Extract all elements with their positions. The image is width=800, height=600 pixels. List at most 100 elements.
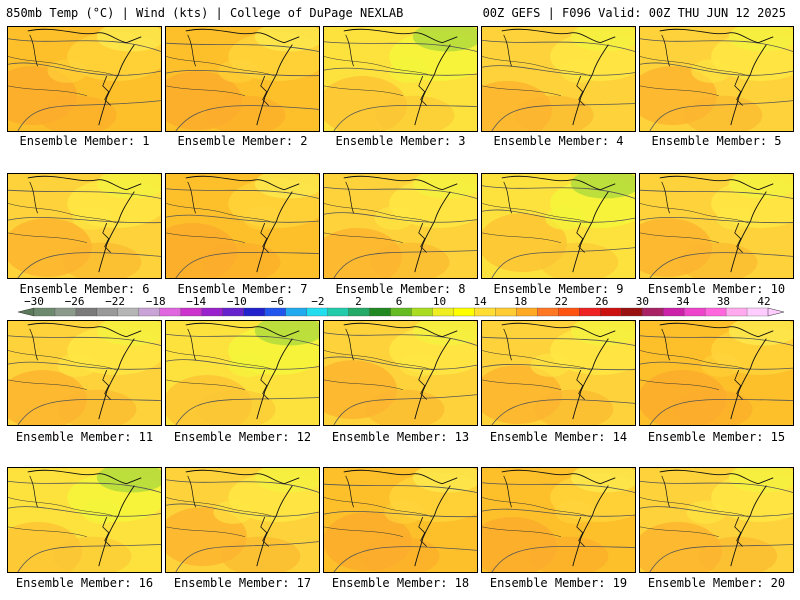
colorbar-swatch [348,307,370,317]
colorbar-swatch [201,307,224,317]
colorbar-swatch [327,307,350,317]
colorbar-swatch [75,307,98,317]
ensemble-member-map [165,467,320,573]
colorbar-swatch [579,307,601,317]
ensemble-member-map [323,173,478,279]
temperature-field [324,468,477,572]
colorbar-low-arrow [17,307,35,317]
colorbar-tick-label: 22 [555,295,568,308]
map-title: 850mb Temp (°C) | Wind (kts) | College o… [6,6,404,20]
ensemble-member-label: Ensemble Member: 9 [493,282,624,296]
colorbar-swatch [411,307,433,317]
colorbar-tick-label: −14 [186,295,206,308]
temperature-field [8,468,161,572]
colorbar-tick-label: −18 [146,295,166,308]
colorbar-tick-label: 30 [636,295,649,308]
temperature-field [640,174,793,278]
colorbar-swatch [621,307,643,317]
colorbar-swatch [285,307,308,317]
colorbar-swatch [474,307,496,317]
colorbar-swatch [725,307,748,317]
ensemble-member-map [323,26,478,132]
colorbar-tick-label: −10 [227,295,247,308]
colorbar-tick-label: −6 [271,295,284,308]
ensemble-member-label: Ensemble Member: 19 [489,576,628,590]
colorbar-swatch [306,307,329,317]
ensemble-member-label: Ensemble Member: 7 [177,282,308,296]
colorbar-swatch [516,307,538,317]
temperature-field [482,321,635,425]
colorbar-swatch [453,307,475,317]
ensemble-member-label: Ensemble Member: 6 [19,282,150,296]
colorbar-swatch [222,307,245,317]
colorbar-swatch [746,307,769,317]
ensemble-member-label: Ensemble Member: 20 [647,576,786,590]
ensemble-member-map [639,173,794,279]
temperature-field [640,468,793,572]
colorbar-tick-label: 26 [595,295,608,308]
colorbar-tick-label: −26 [65,295,85,308]
colorbar-tick-label: 2 [355,295,362,308]
temperature-field [166,321,319,425]
colorbar-tick-label: 10 [433,295,446,308]
temperature-field [482,468,635,572]
ensemble-member-map [7,467,162,573]
colorbar-swatch [96,307,119,317]
ensemble-member-label: Ensemble Member: 4 [493,134,624,148]
colorbar-swatch [159,307,182,317]
colorbar-swatch [54,307,77,317]
ensemble-member-label: Ensemble Member: 13 [331,430,470,444]
ensemble-member-label: Ensemble Member: 18 [331,576,470,590]
ensemble-member-label: Ensemble Member: 11 [15,430,154,444]
colorbar-swatch [642,307,664,317]
ensemble-member-map [7,173,162,279]
ensemble-member-label: Ensemble Member: 14 [489,430,628,444]
temperature-field [482,174,635,278]
ensemble-member-label: Ensemble Member: 2 [177,134,308,148]
colorbar-swatch [117,307,140,317]
colorbar-swatch [369,307,391,317]
ensemble-member-map [481,173,636,279]
ensemble-member-map [481,467,636,573]
ensemble-member-map [639,26,794,132]
colorbar-swatch [264,307,287,317]
colorbar-tick-label: 34 [676,295,690,308]
ensemble-member-map [481,320,636,426]
ensemble-member-label: Ensemble Member: 16 [15,576,154,590]
colorbar-tick-label: −30 [24,295,44,308]
temperature-field [640,27,793,131]
temperature-field [8,174,161,278]
colorbar-high-arrow [767,307,785,317]
colorbar-swatch [138,307,161,317]
colorbar-swatch [558,307,580,317]
colorbar-swatch [432,307,454,317]
model-run-valid-time: 00Z GEFS | F096 Valid: 00Z THU JUN 12 20… [482,6,786,20]
ensemble-member-label: Ensemble Member: 8 [335,282,466,296]
ensemble-member-map [165,26,320,132]
temperature-field [8,321,161,425]
colorbar-tick-label: 18 [514,295,527,308]
colorbar-tick-label: −2 [311,295,324,308]
ensemble-member-map [639,320,794,426]
temperature-field [166,468,319,572]
ensemble-member-label: Ensemble Member: 10 [647,282,786,296]
temperature-colorbar: −30 −26 −22 −18 −14 −10 −6 −2 2 6 10 14 18 22 26 30 34 38… [17,295,785,317]
colorbar-swatch [704,307,727,317]
ensemble-member-map [481,26,636,132]
colorbar-swatch [683,307,706,317]
temperature-field [324,174,477,278]
colorbar-tick-label: 42 [757,295,770,308]
ensemble-member-label: Ensemble Member: 12 [173,430,312,444]
colorbar-swatch [180,307,203,317]
temperature-field [640,321,793,425]
ensemble-member-label: Ensemble Member: 3 [335,134,466,148]
colorbar-tick-label: −22 [105,295,125,308]
colorbar-swatch [600,307,622,317]
colorbar-swatch [662,307,685,317]
temperature-field [166,174,319,278]
ensemble-member-label: Ensemble Member: 17 [173,576,312,590]
ensemble-member-map [165,173,320,279]
colorbar-swatch [33,307,56,317]
ensemble-member-map [7,26,162,132]
ensemble-member-map [7,320,162,426]
